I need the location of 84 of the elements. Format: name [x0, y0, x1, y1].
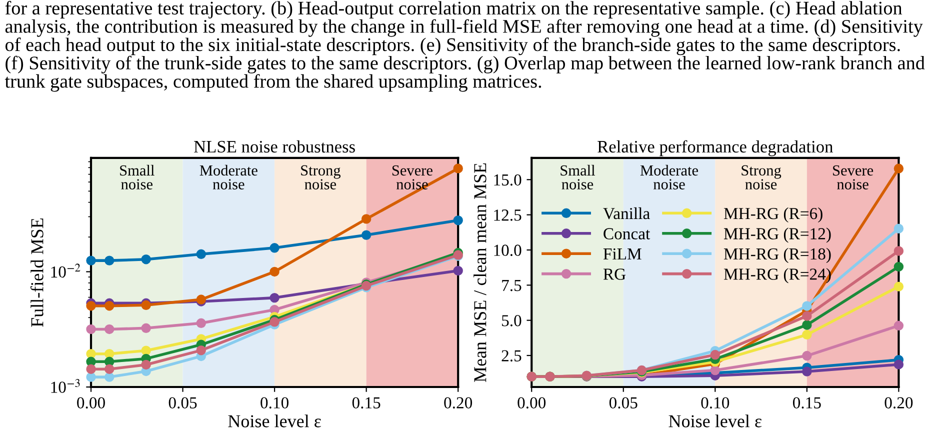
point: [196, 318, 206, 328]
y-axis-title: Mean MSE / clean mean MSE: [474, 163, 486, 382]
point: [86, 256, 96, 266]
band-label: Strong noise: [742, 165, 782, 190]
point: [104, 300, 114, 311]
legend-label: FiLM: [603, 248, 642, 260]
point: [453, 164, 463, 174]
legend-label: Vanilla: [603, 207, 650, 220]
point: [894, 224, 904, 234]
point: [270, 317, 280, 327]
point: [196, 249, 206, 260]
legend-label: MH-RG (R=12): [724, 228, 831, 243]
point: [141, 360, 151, 370]
point: [141, 323, 151, 334]
point: [141, 346, 151, 356]
band-label: Moderate noise: [200, 164, 258, 190]
point: [141, 300, 151, 310]
point: [270, 243, 280, 253]
y-tick-label: 10$^{−3}$: [51, 378, 80, 393]
band-label: Strong noise: [301, 165, 341, 190]
point: [361, 230, 372, 240]
y-tick-label: 15.0: [494, 174, 522, 186]
point: [802, 320, 812, 330]
x-tick-label: 0.20: [444, 397, 472, 409]
point: [86, 372, 96, 382]
point: [270, 292, 280, 303]
point: [802, 301, 812, 311]
y-tick-label: 7.5: [502, 280, 522, 292]
point: [802, 330, 812, 340]
x-tick-label: 0.15: [792, 397, 821, 409]
chart-title: NLSE noise robustness: [194, 140, 355, 153]
point: [802, 366, 812, 376]
x-tick-label: 0.15: [352, 397, 380, 409]
point: [86, 364, 96, 374]
legend-label: MH-RG (R=6): [724, 207, 822, 223]
point: [802, 311, 812, 321]
point: [361, 214, 372, 224]
y-tick-label: 10.0: [494, 244, 522, 256]
chart-title: Relative performance degradation: [598, 140, 833, 156]
point: [86, 324, 96, 334]
y-tick-label: 12.5: [494, 210, 522, 221]
legend-label: Concat: [604, 228, 650, 240]
point: [894, 262, 904, 272]
y-axis-title: Full-field MSE: [30, 218, 44, 327]
x-axis-title: Noise level ε: [228, 414, 321, 428]
point: [894, 360, 904, 370]
point: [196, 345, 206, 356]
point: [894, 164, 904, 174]
y-tick-label: 5.0: [502, 315, 522, 326]
point: [86, 348, 96, 359]
band-label: Severe noise: [392, 165, 432, 190]
point: [104, 348, 114, 359]
x-tick-label: 0.05: [609, 397, 638, 409]
point: [894, 320, 904, 331]
point: [802, 350, 812, 361]
x-axis-title: Noise level ε: [668, 414, 762, 428]
point: [710, 350, 720, 360]
point: [270, 266, 280, 277]
point: [453, 215, 463, 226]
band-label: Small noise: [560, 164, 596, 190]
point: [104, 372, 114, 382]
point: [86, 300, 96, 311]
point: [453, 266, 463, 276]
x-tick-label: 0.10: [260, 397, 288, 409]
point: [894, 282, 904, 292]
x-tick-label: 0.05: [168, 397, 197, 409]
point: [894, 246, 904, 256]
point: [710, 365, 720, 376]
x-tick-label: 0.00: [518, 397, 546, 409]
point: [104, 364, 114, 374]
legend-label: RG: [603, 268, 626, 280]
y-tick-label: 10$^{−2}$: [51, 264, 80, 278]
point: [104, 256, 114, 266]
band-label: Moderate noise: [640, 164, 698, 190]
legend-label: MH-RG (R=18): [724, 248, 831, 263]
y-tick-label: 2.5: [502, 350, 522, 362]
point: [104, 324, 114, 334]
band-label: Severe noise: [833, 165, 874, 190]
text: for a representative test trajectory. (b) Head-output correlation matrix on the representative sample. (c) Head ablation analysis, the contribution is measured by the change in full-field MSE after removing one head at a time. (d) Sensitivity of each head output to the six initial-state descriptors. (e) Sensitivity of the branch-side gates to the same descriptors. (f) Sensitivity of the trunk-side gates to the same descriptors. (g) Overlap map between the learned low-rank branch and trunk gate subspaces, computed from the shared upsampling matrices.: [4, 0, 925, 92]
band-label: Small noise: [120, 164, 154, 190]
point: [141, 254, 151, 264]
x-tick-label: 0.00: [77, 397, 105, 409]
x-tick-label: 0.20: [884, 397, 913, 409]
x-tick-label: 0.10: [701, 397, 730, 409]
